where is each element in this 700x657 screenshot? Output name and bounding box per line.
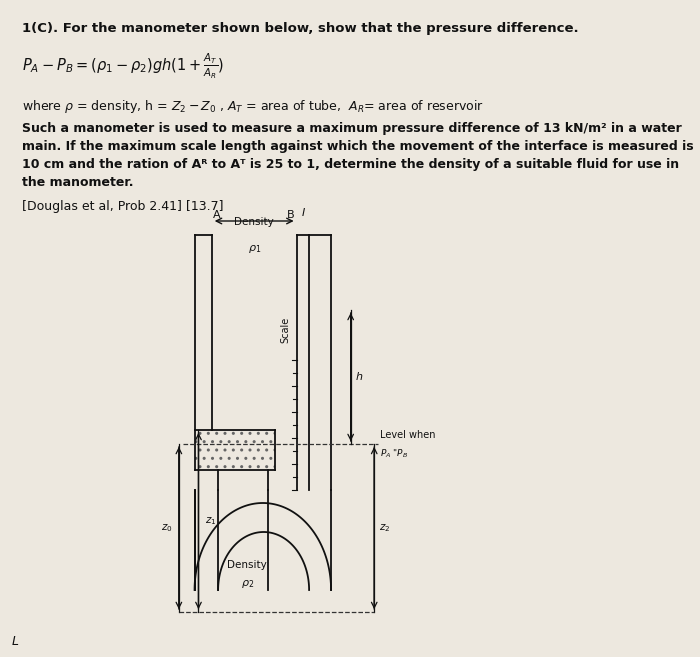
Text: the manometer.: the manometer. (22, 176, 134, 189)
Text: Level when: Level when (379, 430, 435, 440)
Text: Such a manometer is used to measure a maximum pressure difference of 13 kN/m² in: Such a manometer is used to measure a ma… (22, 122, 682, 135)
Text: Scale: Scale (280, 317, 290, 343)
Text: I: I (301, 208, 304, 218)
Text: 10 cm and the ration of Aᴿ to Aᵀ is 25 to 1, determine the density of a suitable: 10 cm and the ration of Aᴿ to Aᵀ is 25 t… (22, 158, 679, 171)
Text: $P_A$ "$P_B$: $P_A$ "$P_B$ (379, 448, 408, 461)
Text: 1(C). For the manometer shown below, show that the pressure difference.: 1(C). For the manometer shown below, sho… (22, 22, 579, 35)
Text: main. If the maximum scale length against which the movement of the interface is: main. If the maximum scale length agains… (22, 140, 694, 153)
Text: $z_2$: $z_2$ (379, 522, 391, 534)
Text: Density: Density (234, 217, 274, 227)
Text: $\rho_2$: $\rho_2$ (241, 578, 253, 590)
Text: L: L (12, 635, 19, 648)
Text: $\rho_1$: $\rho_1$ (248, 243, 261, 255)
Text: where $\rho$ = density, h = $Z_2 - Z_0$ , $A_T$ = area of tube,  $A_R$= area of : where $\rho$ = density, h = $Z_2 - Z_0$ … (22, 98, 484, 115)
Bar (195, 430, 274, 470)
Text: B: B (288, 210, 295, 220)
Text: $z_0$: $z_0$ (161, 522, 173, 534)
Text: A: A (214, 210, 221, 220)
Text: $P_A - P_B = (\rho_1 - \rho_2)gh(1+\frac{A_T}{A_R})$: $P_A - P_B = (\rho_1 - \rho_2)gh(1+\frac… (22, 52, 224, 81)
Text: h: h (356, 372, 363, 382)
Text: $z_1$: $z_1$ (205, 515, 216, 527)
Text: Density: Density (228, 560, 267, 570)
Text: [Douglas et al, Prob 2.41] [13.7]: [Douglas et al, Prob 2.41] [13.7] (22, 200, 223, 213)
